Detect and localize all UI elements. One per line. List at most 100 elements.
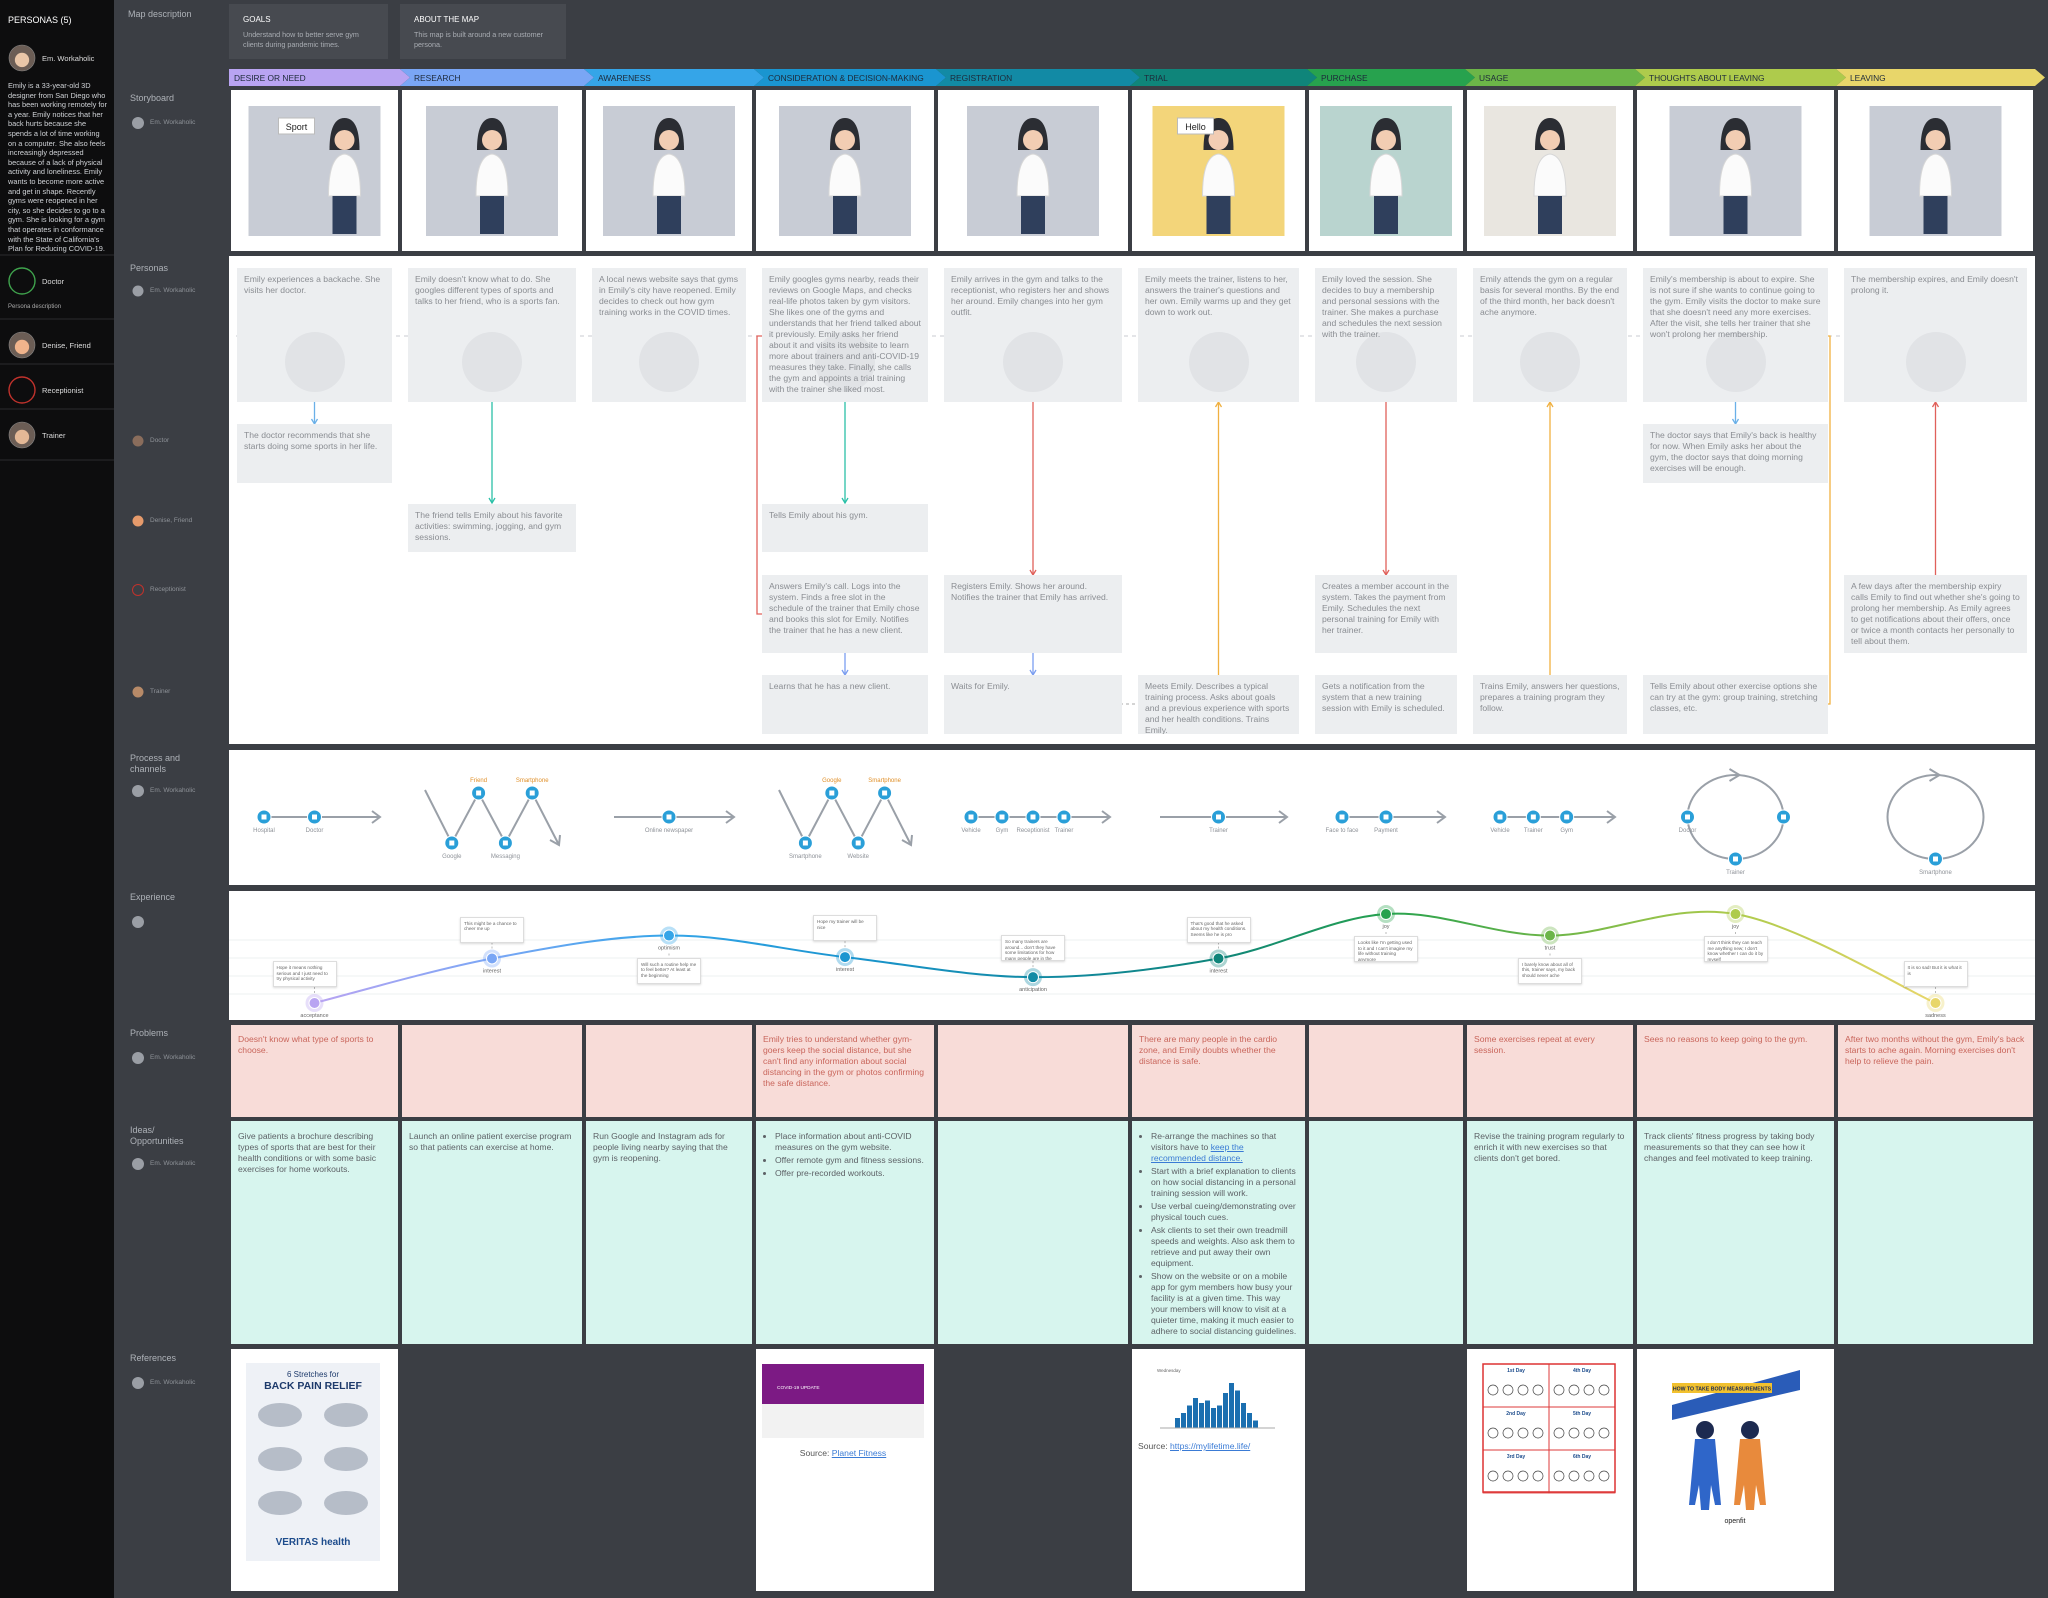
- problem-cell: [586, 1025, 752, 1117]
- channel-path: [424, 789, 560, 846]
- stretch-figure: [324, 1447, 368, 1471]
- figure-face: [1725, 130, 1746, 150]
- figure-face: [835, 130, 855, 150]
- channel-icon: [1383, 814, 1389, 820]
- persona-avatar-face: [14, 429, 30, 445]
- idea-item: Offer remote gym and fitness sessions.: [775, 1155, 927, 1166]
- emotion-label: joy: [1731, 924, 1739, 930]
- channel-arrow: [549, 834, 561, 847]
- lane-avatar: [132, 686, 144, 698]
- card-text: Tells Emily about his gym.: [769, 510, 868, 520]
- card-text: Emily doesn't know what to do. She googl…: [415, 274, 560, 306]
- persona-name: Trainer: [42, 431, 66, 440]
- exercise-figure: [1502, 1427, 1514, 1439]
- channel-label: Doctor: [1679, 828, 1697, 834]
- figure-body: [1718, 153, 1753, 197]
- idea-item: Use verbal cueing/demonstrating over phy…: [1151, 1201, 1298, 1223]
- exercise-figure: [1487, 1384, 1499, 1396]
- source-link: https://mylifetime.life/: [1170, 1441, 1251, 1451]
- channel-icon: [882, 790, 888, 796]
- row-label: Ideas/ Opportunities: [130, 1125, 184, 1146]
- card-text: Emily experiences a backache. She visits…: [244, 274, 381, 295]
- figure-legs: [480, 196, 504, 234]
- lane-avatar: [132, 584, 144, 596]
- experience-note: I don't think they can teach me anything…: [1703, 936, 1768, 963]
- stage-name: AWARENESS: [598, 73, 651, 83]
- experience-point: [1544, 929, 1556, 942]
- persona-note: Persona description: [8, 304, 62, 310]
- exercise-figure: [1517, 1470, 1529, 1482]
- lane-label: Em. Workaholic: [150, 287, 196, 294]
- channel-arrow: [1436, 810, 1447, 824]
- figure-legs: [1206, 196, 1231, 234]
- emotion-label: trust: [1545, 946, 1556, 952]
- stretch-figure: [258, 1447, 302, 1471]
- experience-note: Hope my trainer will be nice: [813, 915, 877, 942]
- problem-text: Emily tries to understand whether gym-go…: [763, 1034, 924, 1088]
- connector: [756, 335, 762, 615]
- channel-icon: [476, 790, 482, 796]
- idea-item: Place information about anti-COVID measu…: [775, 1131, 927, 1153]
- exercise-figure: [1583, 1427, 1595, 1439]
- channel-icon: [968, 814, 974, 820]
- emotion-label: interest: [483, 969, 502, 975]
- stage-header: [229, 69, 410, 86]
- description-title: GOALS: [243, 15, 271, 24]
- idea-item: Ask clients to set their own treadmill s…: [1151, 1225, 1298, 1269]
- card-text: Answers Emily's call. Logs into the syst…: [769, 581, 920, 635]
- channel-icon: [999, 814, 1005, 820]
- channel-label: Smartphone: [868, 778, 901, 784]
- channel-label: Google: [442, 854, 462, 860]
- stage-header: [584, 69, 764, 86]
- problem-text: Doesn't know what type of sports to choo…: [238, 1034, 374, 1055]
- day-label: 1st Day: [1507, 1368, 1525, 1374]
- channel-icon: [666, 814, 672, 820]
- figure-face: [482, 130, 502, 150]
- exercise-figure: [1487, 1470, 1499, 1482]
- experience-note: Hope it means nothing serious and I just…: [272, 961, 337, 987]
- card-text: Tells Emily about other exercise options…: [1650, 681, 1818, 713]
- idea-cell: [1132, 1121, 1305, 1344]
- channel-label: Messaging: [491, 854, 520, 860]
- experience-curve: [314, 910, 1936, 1004]
- persona-card: Emily attends the gym on a regular basis…: [1473, 268, 1627, 402]
- card-icon: [1705, 332, 1766, 392]
- figure-face: [334, 130, 355, 150]
- figure-legs: [1723, 196, 1748, 234]
- exercise-figure: [1598, 1470, 1610, 1482]
- lane-label: Receptionist: [150, 586, 186, 593]
- experience-note: Will such a routine help me to feel bett…: [637, 957, 701, 984]
- channel-label: Vehicle: [1490, 828, 1510, 834]
- figure-face: [1023, 130, 1043, 150]
- lane-avatar: [132, 435, 144, 447]
- persona-card: Emily loved the session. She decides to …: [1315, 268, 1457, 402]
- exercise-figure: [1532, 1384, 1544, 1396]
- card-text: Meets Emily. Describes a typical trainin…: [1145, 681, 1290, 734]
- idea-link: keep the recommended distance.: [1151, 1142, 1244, 1163]
- problem-text: There are many people in the cardio zone…: [1139, 1034, 1278, 1066]
- channel-label: Doctor: [306, 828, 324, 834]
- stage-name: PURCHASE: [1321, 73, 1368, 83]
- lane-label: Doctor: [150, 437, 170, 444]
- figure-legs: [332, 196, 357, 234]
- idea-text: Launch an online patient exercise progra…: [409, 1131, 572, 1152]
- exercise-figure: [1568, 1427, 1580, 1439]
- persona-card: Creates a member account in the system. …: [1315, 575, 1457, 653]
- card-text: The doctor says that Emily's back is hea…: [1650, 430, 1817, 473]
- description-text: This map is built around a new customer …: [414, 30, 544, 49]
- exercise-figure: [1532, 1470, 1544, 1482]
- persona-card: Meets Emily. Describes a typical trainin…: [1138, 675, 1299, 734]
- idea-cell: [1467, 1121, 1633, 1344]
- reference-source: Source: Planet Fitness: [762, 1448, 924, 1458]
- connector-arrow: [1931, 400, 1940, 408]
- experience-point: [1212, 952, 1225, 965]
- idea-box: Launch an online patient exercise progra…: [409, 1131, 575, 1153]
- card-text: Emily's membership is about to expire. S…: [1650, 274, 1821, 339]
- idea-box: Re-arrange the machines so that visitors…: [1139, 1131, 1298, 1339]
- channel-icon: [502, 840, 508, 846]
- channel-icon: [1339, 814, 1345, 820]
- description-box: GOALS Understand how to better serve gym …: [229, 4, 388, 59]
- figure-legs: [1923, 196, 1948, 234]
- idea-text: Give patients a brochure describing type…: [238, 1131, 377, 1174]
- channel-label: Smartphone: [789, 854, 822, 860]
